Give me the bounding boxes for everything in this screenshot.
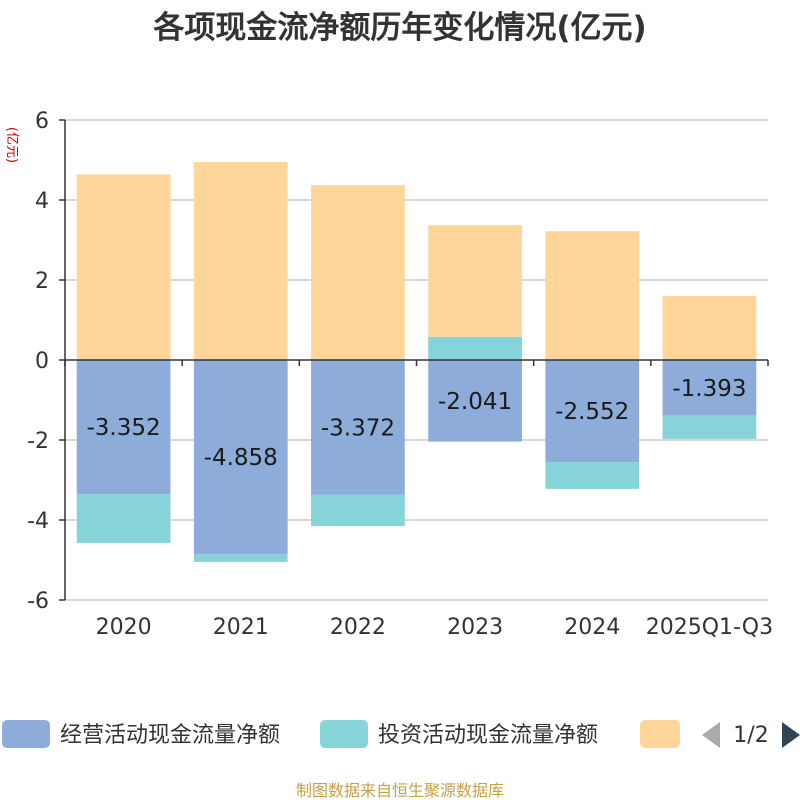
bar-segment[interactable] xyxy=(662,415,757,439)
bar-segment[interactable] xyxy=(76,494,171,543)
bar-segment[interactable] xyxy=(311,185,405,360)
x-tick-label: 2022 xyxy=(330,615,386,640)
bars xyxy=(76,162,757,562)
legend-item-operating[interactable]: 经营活动现金流量净额 xyxy=(2,720,280,748)
bar-segment[interactable] xyxy=(76,174,171,360)
x-tick-label: 2021 xyxy=(213,615,269,640)
data-label: -2.041 xyxy=(438,389,512,415)
bar-segment[interactable] xyxy=(193,162,288,360)
legend-label-investing: 投资活动现金流量净额 xyxy=(378,723,598,748)
y-tick-label: -2 xyxy=(27,429,49,454)
bar-segment[interactable] xyxy=(428,336,522,360)
y-tick-label: 6 xyxy=(35,109,49,134)
source-note: 制图数据来自恒生聚源数据库 xyxy=(296,781,504,800)
x-tick-label: 2020 xyxy=(96,615,152,640)
legend-item-investing[interactable]: 投资活动现金流量净额 xyxy=(320,720,598,748)
data-label: -3.352 xyxy=(87,415,161,441)
bar-segment[interactable] xyxy=(662,360,757,416)
legend-swatch-investing xyxy=(320,720,368,748)
bar-segment[interactable] xyxy=(311,494,405,527)
bar-segment[interactable] xyxy=(545,462,640,489)
data-labels: -3.352 -4.858 -3.372 -2.041 -2.552 -1.393 xyxy=(87,376,747,471)
bar-segment[interactable] xyxy=(428,225,522,337)
data-label: -2.552 xyxy=(555,399,629,425)
x-tick-labels: 2020 2021 2022 2023 2024 2025Q1-Q3 xyxy=(96,615,774,640)
legend-next-page-icon[interactable] xyxy=(782,722,800,748)
bar-segment[interactable] xyxy=(545,360,640,463)
y-tick-label: 0 xyxy=(35,349,49,374)
legend-prev-page-icon[interactable] xyxy=(702,722,720,748)
legend-page-indicator: 1/2 xyxy=(733,723,768,748)
bar-segment[interactable] xyxy=(662,296,757,360)
bar-segment[interactable] xyxy=(545,231,640,360)
data-label: -1.393 xyxy=(672,376,746,402)
y-tick-label: -4 xyxy=(27,509,49,534)
legend-item-financing[interactable] xyxy=(640,720,680,748)
y-tick-label: 2 xyxy=(35,269,49,294)
legend-label-operating: 经营活动现金流量净额 xyxy=(60,723,280,748)
bar-segment[interactable] xyxy=(76,360,171,495)
data-label: -4.858 xyxy=(204,445,278,471)
legend-swatch-financing xyxy=(640,720,680,748)
legend: 经营活动现金流量净额 投资活动现金流量净额 1/2 xyxy=(2,720,800,748)
y-tick-label: 4 xyxy=(35,189,49,214)
bar-segment[interactable] xyxy=(193,554,288,562)
bar-segment[interactable] xyxy=(193,360,288,555)
chart-title: 各项现金流净额历年变化情况(亿元) xyxy=(152,10,646,46)
y-tick-label: -6 xyxy=(27,589,49,614)
y-axis-unit: (亿元) xyxy=(4,127,19,163)
data-label: -3.372 xyxy=(321,415,395,441)
x-tick-label: 2023 xyxy=(447,615,503,640)
bar-segment[interactable] xyxy=(311,360,405,495)
gridlines xyxy=(65,119,768,601)
x-tick-label: 2025Q1-Q3 xyxy=(646,615,773,640)
x-tick-label: 2024 xyxy=(564,615,620,640)
legend-swatch-operating xyxy=(2,720,50,748)
bar-segment[interactable] xyxy=(428,360,522,442)
y-tick-labels: 6 4 2 0 -2 -4 -6 xyxy=(27,109,65,614)
